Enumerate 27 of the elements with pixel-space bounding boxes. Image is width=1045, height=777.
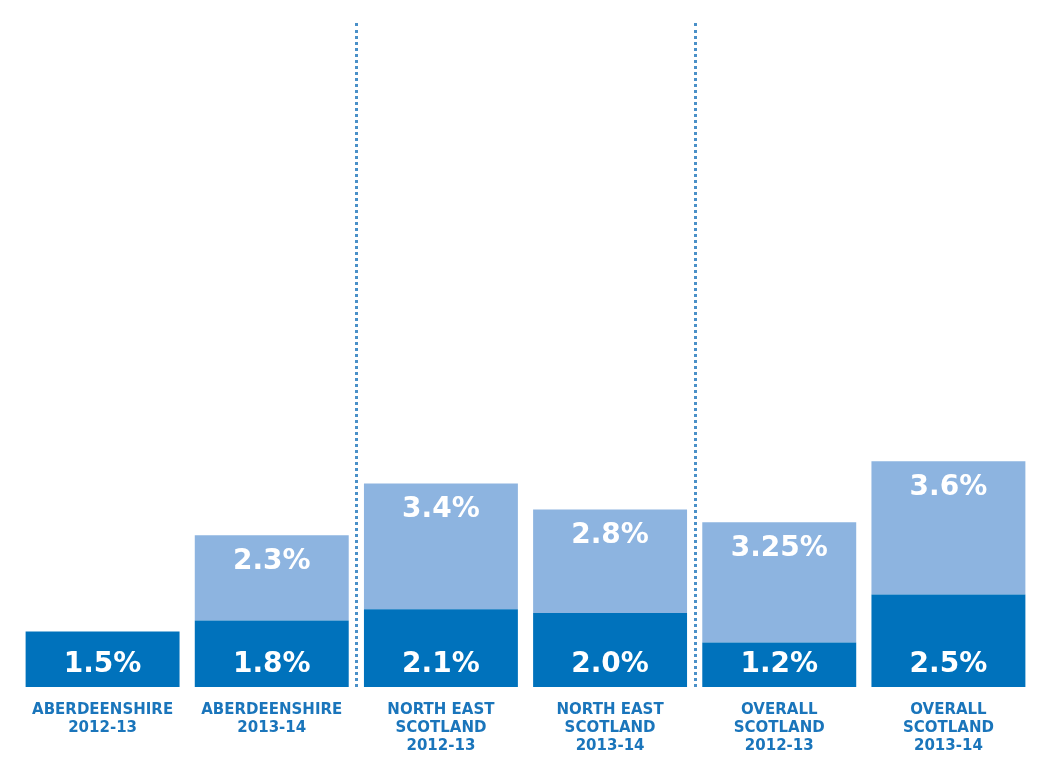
x-tick-label: ABERDEENSHIRE 2013-14: [201, 699, 343, 736]
bar: [871, 594, 1026, 687]
bar: [871, 461, 1026, 595]
bar: [194, 620, 349, 687]
x-tick-label: NORTH EAST SCOTLAND 2012-13: [387, 699, 496, 754]
bar: [702, 522, 857, 643]
data-label: 1.5%: [63, 646, 142, 680]
bar: [363, 483, 518, 610]
x-tick-label: NORTH EAST SCOTLAND 2013-14: [556, 699, 665, 754]
bar: [533, 613, 688, 687]
data-label: 2.0%: [571, 646, 649, 680]
data-label: 1.2%: [740, 646, 819, 680]
data-label: 2.5%: [909, 646, 988, 680]
data-label: 3.25%: [730, 529, 828, 563]
data-label: 3.6%: [909, 468, 988, 502]
x-tick-label: OVERALL SCOTLAND 2012-13: [733, 699, 825, 754]
bar: [533, 509, 688, 613]
x-tick-label: ABERDEENSHIRE 2012-13: [32, 699, 174, 736]
bar: [25, 631, 180, 687]
data-label: 1.8%: [232, 646, 311, 680]
data-label: 2.1%: [402, 646, 480, 680]
data-label: 2.3%: [232, 542, 311, 576]
x-tick-label: OVERALL SCOTLAND 2013-14: [902, 699, 994, 754]
bar: [363, 609, 518, 687]
data-label: 3.4%: [402, 490, 480, 524]
bar: [194, 535, 349, 621]
data-label: 2.8%: [571, 516, 649, 550]
